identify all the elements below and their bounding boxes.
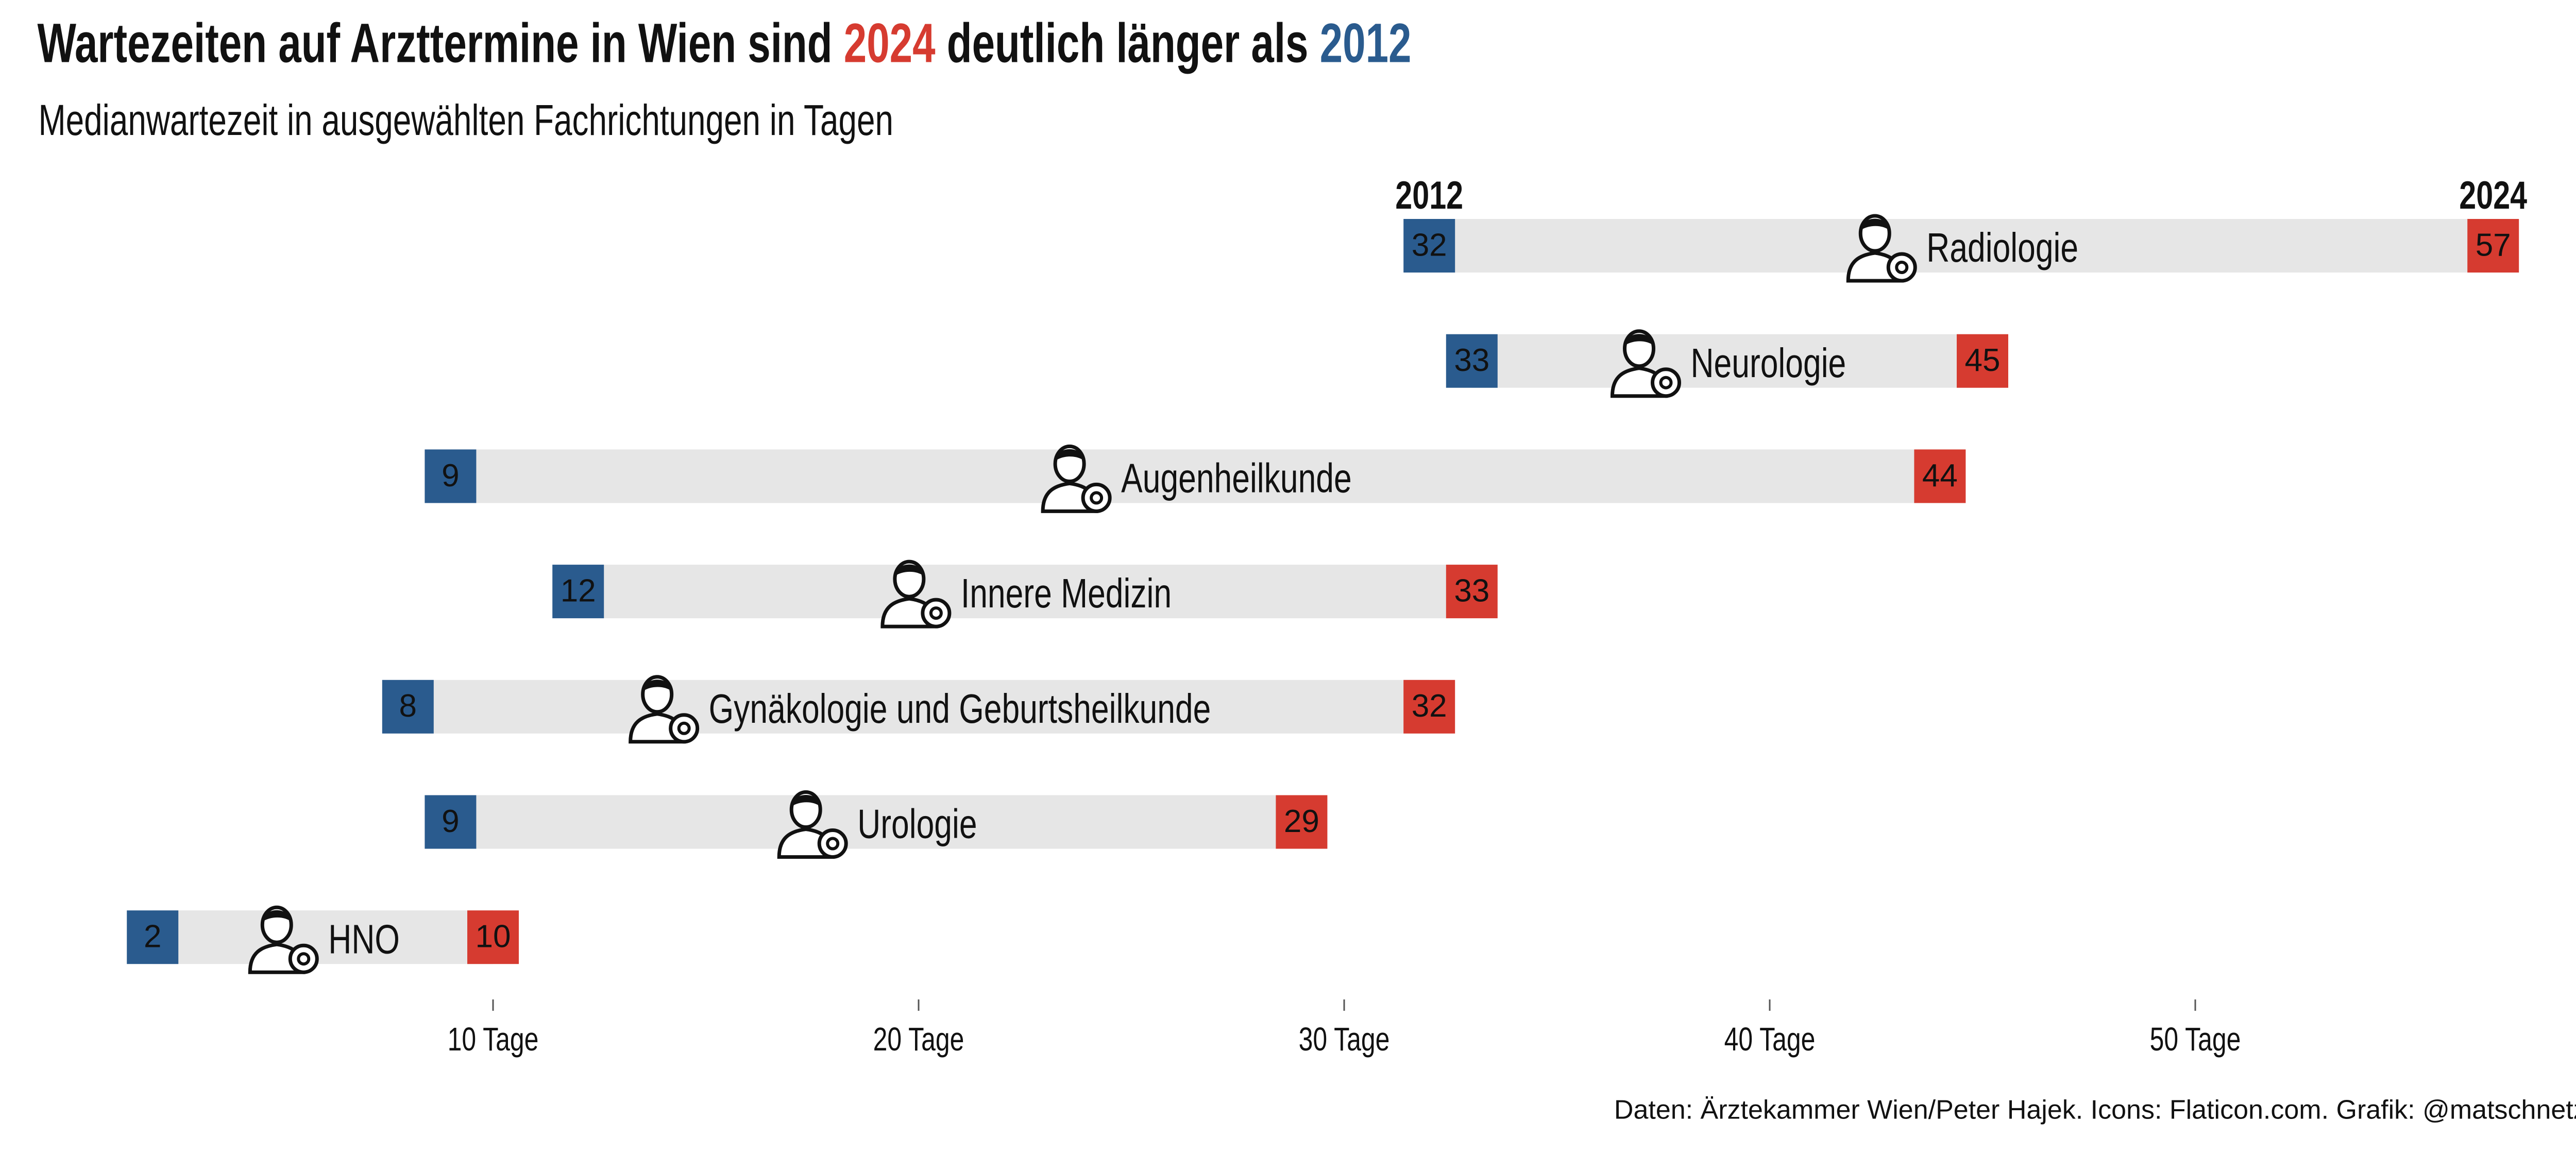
icon-badge-inner bbox=[826, 837, 840, 851]
value-box bbox=[1403, 219, 1455, 273]
value-box bbox=[1914, 449, 1966, 503]
specialty-icon bbox=[629, 675, 700, 744]
icon-badge-inner bbox=[929, 606, 943, 620]
icon-badge bbox=[921, 598, 952, 629]
title-part: Wartezeiten auf Arzttermine in Wien sind bbox=[38, 12, 844, 75]
title-part: 2024 bbox=[844, 12, 936, 75]
icon-hair bbox=[791, 795, 821, 807]
legend-label: 2012 bbox=[1395, 174, 1463, 217]
value-box bbox=[552, 565, 604, 619]
legend-label: 2024 bbox=[2459, 174, 2527, 217]
icon-hair bbox=[1860, 218, 1890, 230]
value-label: 32 bbox=[1412, 227, 1447, 263]
specialty-icon bbox=[777, 790, 848, 859]
icon-badge bbox=[669, 713, 700, 744]
specialty-icon bbox=[1041, 444, 1112, 513]
icon-hair bbox=[1624, 334, 1654, 346]
icon-hair bbox=[642, 680, 672, 691]
value-label: 12 bbox=[561, 573, 596, 608]
value-label: 8 bbox=[399, 688, 417, 724]
range-bar bbox=[450, 795, 1302, 849]
range-bar bbox=[152, 910, 493, 964]
category-label: Urologie bbox=[857, 801, 977, 847]
chart-subtitle: Medianwartezeit in ausgewählten Fachrich… bbox=[38, 96, 893, 145]
value-box bbox=[1276, 795, 1328, 849]
value-box bbox=[467, 910, 519, 964]
x-tick-label: 20 Tage bbox=[873, 1021, 964, 1058]
icon-badge bbox=[288, 943, 319, 974]
specialty-icon bbox=[1611, 329, 1682, 398]
value-box bbox=[425, 449, 477, 503]
value-box bbox=[425, 795, 477, 849]
value-box bbox=[1403, 680, 1455, 734]
value-label: 45 bbox=[1965, 343, 2001, 378]
category-label: Augenheilkunde bbox=[1121, 455, 1352, 501]
category-label: Gynäkologie und Geburtsheilkunde bbox=[709, 686, 1211, 732]
icon-badge bbox=[1081, 482, 1112, 513]
icon-badge bbox=[1886, 252, 1917, 283]
icon-hair bbox=[1055, 449, 1084, 461]
value-box bbox=[382, 680, 434, 734]
title-part: deutlich länger als bbox=[936, 12, 1320, 75]
value-label: 9 bbox=[442, 804, 459, 839]
icon-hair bbox=[262, 910, 292, 922]
value-box bbox=[1446, 334, 1498, 388]
icon-badge-inner bbox=[1090, 491, 1104, 505]
value-label: 44 bbox=[1922, 458, 1958, 494]
chart-title: Wartezeiten auf Arzttermine in Wien sind… bbox=[38, 12, 1412, 75]
icon-badge-inner bbox=[677, 721, 691, 735]
value-label: 29 bbox=[1284, 804, 1319, 839]
category-label: Radiologie bbox=[1926, 225, 2078, 271]
x-tick-label: 30 Tage bbox=[1299, 1021, 1390, 1058]
category-label: Neurologie bbox=[1691, 340, 1846, 386]
value-label: 57 bbox=[2476, 227, 2511, 263]
range-bar bbox=[1429, 219, 2494, 273]
value-box bbox=[127, 910, 179, 964]
value-label: 10 bbox=[476, 919, 511, 955]
category-label: Innere Medizin bbox=[961, 571, 1172, 617]
specialty-icon bbox=[880, 559, 952, 629]
source-note: Daten: Ärztekammer Wien/Peter Hajek. Ico… bbox=[1614, 1095, 2576, 1125]
icon-badge-inner bbox=[1895, 261, 1909, 274]
range-bar bbox=[578, 565, 1472, 619]
icon-badge bbox=[817, 828, 848, 859]
x-tick-label: 40 Tage bbox=[1724, 1021, 1816, 1058]
range-bar bbox=[450, 449, 1940, 503]
value-label: 33 bbox=[1454, 573, 1489, 608]
value-box bbox=[1446, 565, 1498, 619]
value-label: 33 bbox=[1454, 343, 1489, 378]
title-part: 2012 bbox=[1320, 12, 1412, 75]
specialty-icon bbox=[248, 905, 319, 974]
icon-badge-inner bbox=[297, 952, 311, 966]
value-label: 32 bbox=[1412, 688, 1447, 724]
value-label: 2 bbox=[144, 919, 161, 955]
icon-badge bbox=[1651, 367, 1682, 398]
value-label: 9 bbox=[442, 458, 459, 494]
icon-badge-inner bbox=[1659, 376, 1673, 389]
range-bar bbox=[1471, 334, 1982, 388]
specialty-icon bbox=[1846, 214, 1917, 283]
icon-hair bbox=[894, 564, 924, 576]
range-bar bbox=[408, 680, 1430, 734]
category-label: HNO bbox=[328, 917, 400, 962]
x-tick-label: 10 Tage bbox=[448, 1021, 539, 1058]
value-box bbox=[2467, 219, 2519, 273]
value-box bbox=[1957, 334, 2008, 388]
x-tick-label: 50 Tage bbox=[2150, 1021, 2241, 1058]
